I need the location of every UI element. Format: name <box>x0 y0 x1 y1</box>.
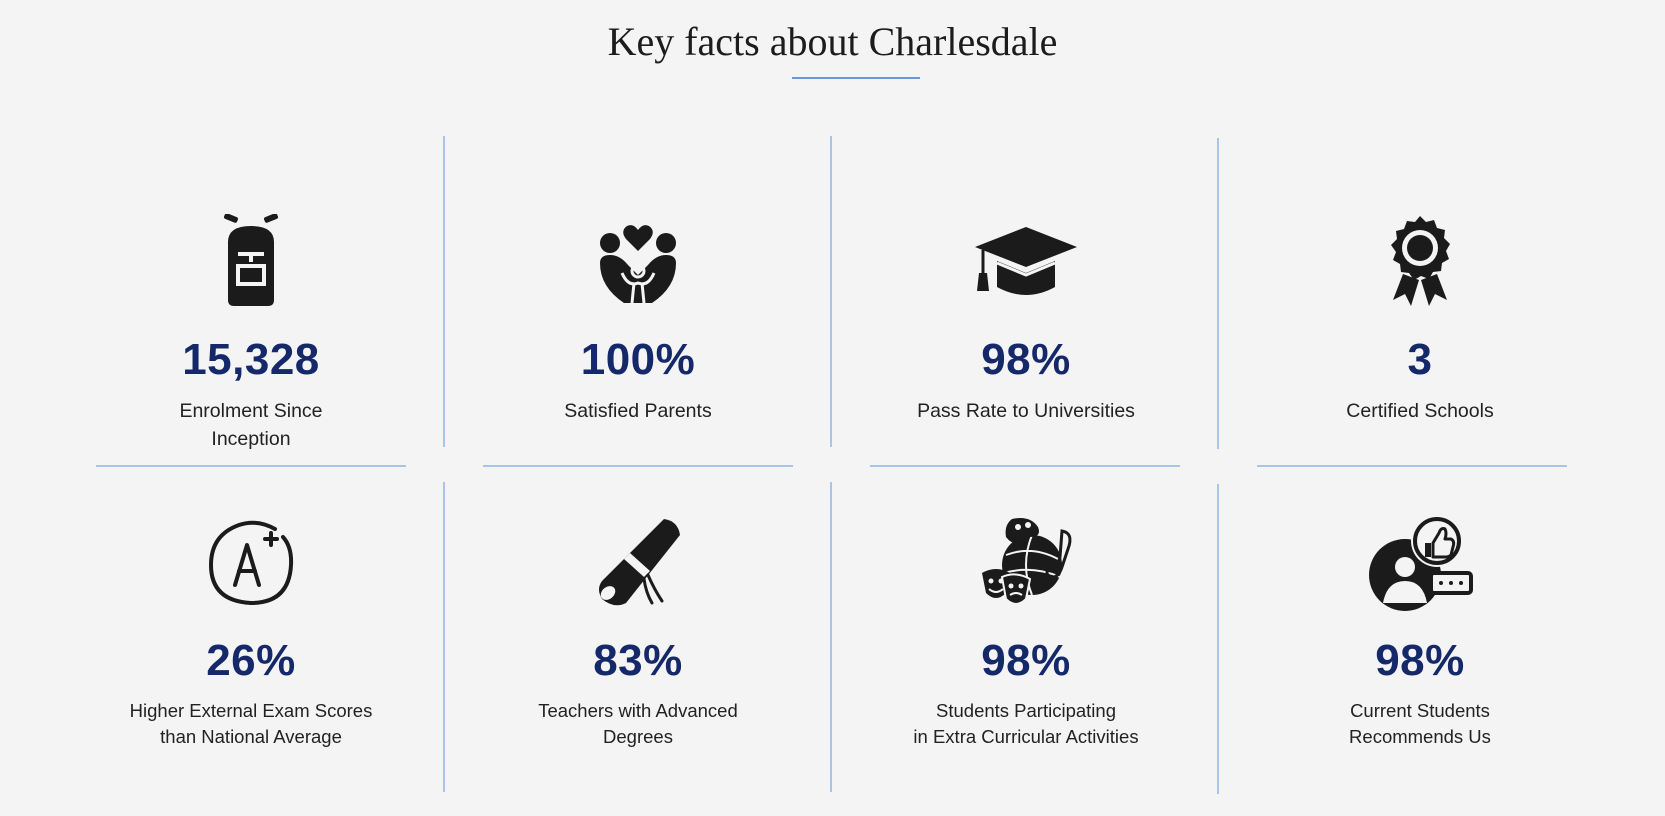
a-plus-grade-icon <box>196 513 306 613</box>
fact-label: Students Participating in Extra Curricul… <box>913 700 1139 747</box>
fact-value: 83% <box>593 636 683 685</box>
family-love-icon <box>583 212 693 312</box>
divider-vertical <box>443 482 445 792</box>
fact-card: 26% Higher External Exam Scores than Nat… <box>91 513 411 750</box>
fact-card: 15,328 Enrolment Since Inception <box>91 212 411 453</box>
divider-horizontal <box>483 465 793 467</box>
fact-value: 26% <box>206 636 296 685</box>
extracurricular-activities-icon <box>971 513 1081 613</box>
fact-card: 98% Pass Rate to Universities <box>866 212 1186 425</box>
fact-value: 98% <box>981 335 1071 384</box>
backpack-icon <box>196 212 306 312</box>
fact-label: Satisfied Parents <box>564 400 712 422</box>
divider-vertical <box>830 482 832 792</box>
fact-value: 98% <box>981 636 1071 685</box>
fact-label: Teachers with Advanced Degrees <box>538 700 738 747</box>
fact-label: Higher External Exam Scores than Nationa… <box>129 700 373 747</box>
diploma-scroll-icon <box>583 513 693 613</box>
fact-label: Certified Schools <box>1346 400 1494 422</box>
divider-vertical <box>443 136 445 447</box>
divider-horizontal <box>96 465 406 467</box>
page-title: Key facts about Charlesdale <box>607 19 1058 64</box>
title-underline <box>792 77 920 79</box>
thumbs-up-feedback-icon <box>1365 513 1475 613</box>
divider-horizontal <box>870 465 1180 467</box>
award-ribbon-icon <box>1365 212 1475 312</box>
fact-value: 15,328 <box>182 335 320 384</box>
fact-card: 100% Satisfied Parents <box>478 212 798 425</box>
fact-label: Enrolment Since Inception <box>179 400 323 450</box>
fact-label: Current Students Recommends Us <box>1349 700 1491 747</box>
fact-card: 3 Certified Schools <box>1260 212 1580 425</box>
graduation-cap-icon <box>971 212 1081 312</box>
fact-card: 98% Current Students Recommends Us <box>1260 513 1580 750</box>
fact-value: 100% <box>580 335 696 384</box>
divider-vertical <box>1217 484 1219 794</box>
fact-card: 98% Students Participating in Extra Curr… <box>866 513 1186 750</box>
divider-vertical <box>830 136 832 447</box>
divider-horizontal <box>1257 465 1567 467</box>
fact-card: 83% Teachers with Advanced Degrees <box>478 513 798 750</box>
fact-value: 3 <box>1407 335 1433 384</box>
fact-label: Pass Rate to Universities <box>917 400 1135 422</box>
divider-vertical <box>1217 138 1219 449</box>
fact-value: 98% <box>1375 636 1465 685</box>
